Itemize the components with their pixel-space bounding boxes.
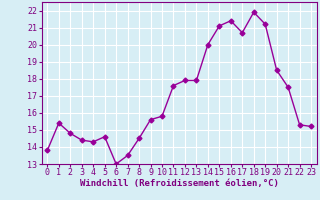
- X-axis label: Windchill (Refroidissement éolien,°C): Windchill (Refroidissement éolien,°C): [80, 179, 279, 188]
